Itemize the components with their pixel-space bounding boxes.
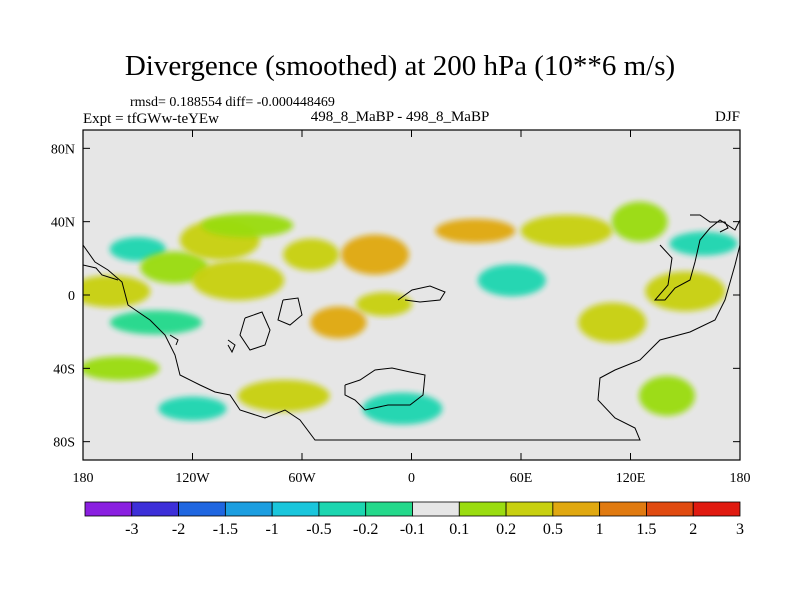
contour-region (578, 302, 647, 343)
contour-region (83, 275, 151, 308)
y-tick-label: 0 (68, 289, 75, 304)
contour-region (83, 356, 160, 381)
x-tick-label: 120W (175, 471, 210, 486)
colorbar-swatch (412, 501, 460, 517)
colorbar: -3 -2 -1.5 -1 -0.5 -0.2 -0.1 0.1 0.2 0.5 1 1.5 2 3 (84, 501, 744, 538)
colorbar-swatch (224, 501, 273, 517)
contour-region (237, 379, 330, 412)
x-tick-label: 60W (288, 471, 316, 486)
colorbar-swatch (131, 501, 179, 517)
contour-region (356, 292, 413, 317)
colorbar-swatch (318, 501, 367, 517)
colorbar-label: 1 (596, 521, 604, 538)
x-tick-label: 60E (510, 471, 533, 486)
x-tick-label: 180 (73, 471, 94, 486)
y-tick-label: 80S (53, 436, 75, 451)
contour-field (83, 201, 738, 425)
case-label: 498_8_MaBP - 498_8_MaBP (310, 109, 490, 125)
stats-label: rmsd= 0.188554 diff= -0.000448469 (130, 95, 335, 110)
contour-region (201, 213, 294, 238)
contour-region (639, 375, 695, 416)
axis-ticks: 180 120W 60W 0 60E 120E 180 80N 40N 0 40S 80S (51, 130, 751, 486)
contour-region (435, 218, 516, 243)
colorbar-swatch (646, 501, 694, 517)
contour-region (669, 231, 738, 256)
y-tick-label: 40N (51, 216, 75, 231)
x-tick-label: 180 (730, 471, 751, 486)
colorbar-label: 2 (689, 521, 697, 538)
colorbar-label: 0.2 (496, 521, 516, 538)
contour-region (520, 214, 613, 247)
colorbar-label: 0.5 (543, 521, 563, 538)
y-tick-label: 80N (51, 142, 75, 157)
chart-title: Divergence (smoothed) at 200 hPa (10**6 … (124, 50, 676, 82)
colorbar-label: -0.5 (306, 521, 331, 538)
colorbar-swatch (552, 501, 601, 517)
colorbar-swatch (178, 501, 226, 517)
contour-region (341, 234, 409, 275)
x-tick-label: 120E (616, 471, 646, 486)
contour-region (477, 264, 546, 297)
contour-region (645, 271, 726, 312)
colorbar-label: 3 (736, 521, 744, 538)
x-tick-label: 0 (408, 471, 415, 486)
contour-region (362, 392, 443, 425)
colorbar-label: 1.5 (636, 521, 656, 538)
coastline (83, 214, 740, 441)
contour-region (110, 310, 202, 335)
colorbar-swatch (365, 501, 413, 517)
colorbar-swatch (599, 501, 647, 517)
contour-region (158, 396, 227, 421)
contour-region (310, 306, 367, 339)
colorbar-swatch (505, 501, 554, 517)
colorbar-label: -1.5 (213, 521, 238, 538)
colorbar-swatch (271, 501, 320, 517)
colorbar-label: -2 (172, 521, 185, 538)
colorbar-label: -0.2 (353, 521, 378, 538)
contour-region (611, 201, 668, 242)
colorbar-label: 0.1 (449, 521, 469, 538)
contour-region (109, 237, 166, 262)
colorbar-label: -1 (265, 521, 278, 538)
colorbar-swatch (692, 501, 741, 517)
colorbar-swatch (458, 501, 507, 517)
colorbar-label: -3 (125, 521, 138, 538)
contour-region (140, 251, 209, 284)
season-label: DJF (714, 109, 740, 125)
y-tick-label: 40S (53, 362, 75, 377)
experiment-label: Expt = tfGWw-teYEw (83, 111, 219, 127)
colorbar-label: -0.1 (400, 521, 425, 538)
contour-region (192, 260, 285, 301)
contour-region (283, 238, 340, 271)
colorbar-swatch (84, 501, 133, 517)
